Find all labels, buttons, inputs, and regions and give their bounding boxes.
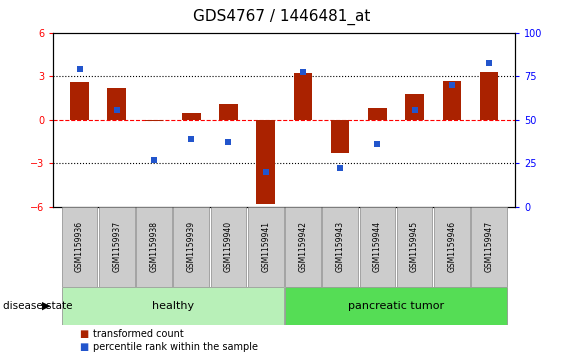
Text: pancreatic tumor: pancreatic tumor — [348, 301, 444, 311]
Text: GSM1159945: GSM1159945 — [410, 221, 419, 272]
Bar — [443, 81, 461, 120]
Bar — [211, 207, 247, 287]
Bar — [182, 113, 200, 120]
Point — [485, 60, 494, 66]
Bar — [285, 287, 507, 325]
Bar — [173, 207, 209, 287]
Bar — [368, 108, 387, 120]
Bar — [285, 207, 321, 287]
Point — [448, 82, 457, 88]
Text: GDS4767 / 1446481_at: GDS4767 / 1446481_at — [193, 9, 370, 25]
Bar — [136, 207, 172, 287]
Point — [261, 169, 270, 175]
Point — [150, 158, 159, 163]
Text: healthy: healthy — [151, 301, 194, 311]
Text: GSM1159944: GSM1159944 — [373, 221, 382, 272]
Text: ■: ■ — [79, 342, 88, 352]
Text: GSM1159946: GSM1159946 — [448, 221, 457, 272]
Text: GSM1159938: GSM1159938 — [150, 221, 159, 272]
Text: GSM1159936: GSM1159936 — [75, 221, 84, 272]
Point — [112, 107, 121, 113]
Text: GSM1159943: GSM1159943 — [336, 221, 345, 272]
Text: transformed count: transformed count — [93, 329, 184, 339]
Point — [373, 142, 382, 147]
Bar — [70, 82, 89, 120]
Bar — [145, 120, 163, 121]
Bar — [397, 207, 432, 287]
Text: ■: ■ — [79, 329, 88, 339]
Text: GSM1159937: GSM1159937 — [112, 221, 121, 272]
Bar — [99, 207, 135, 287]
Point — [298, 69, 307, 75]
Bar — [331, 120, 350, 153]
Text: GSM1159941: GSM1159941 — [261, 221, 270, 272]
Point — [410, 107, 419, 113]
Bar — [434, 207, 470, 287]
Bar — [256, 120, 275, 204]
Text: GSM1159942: GSM1159942 — [298, 221, 307, 272]
Bar — [322, 207, 358, 287]
Bar — [471, 207, 507, 287]
Point — [75, 66, 84, 72]
Bar — [108, 88, 126, 120]
Bar — [248, 207, 284, 287]
Point — [224, 139, 233, 144]
Bar — [62, 207, 97, 287]
Bar — [219, 104, 238, 120]
Bar — [294, 73, 312, 120]
Text: GSM1159947: GSM1159947 — [485, 221, 494, 272]
Bar — [405, 94, 424, 120]
Point — [336, 165, 345, 171]
Text: ▶: ▶ — [42, 301, 51, 311]
Bar — [480, 72, 498, 120]
Text: GSM1159940: GSM1159940 — [224, 221, 233, 272]
Text: disease state: disease state — [3, 301, 72, 311]
Point — [187, 136, 196, 142]
Text: percentile rank within the sample: percentile rank within the sample — [93, 342, 258, 352]
Bar — [62, 287, 284, 325]
Bar — [360, 207, 395, 287]
Text: GSM1159939: GSM1159939 — [187, 221, 196, 272]
